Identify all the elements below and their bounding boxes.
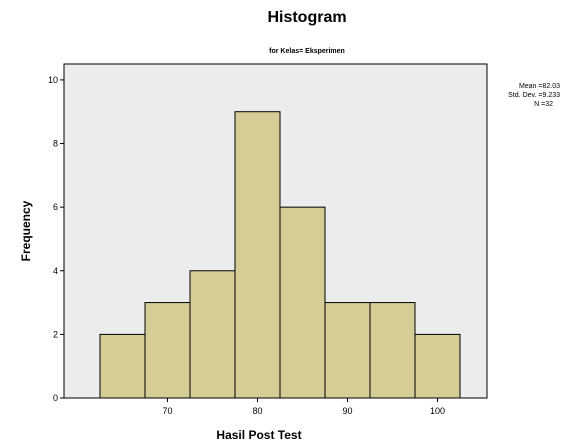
histogram-bar-4 xyxy=(234,111,281,399)
stats-mean: Mean =82.03 xyxy=(519,83,560,90)
y-tick-label: 2 xyxy=(53,329,58,339)
x-tick-label: 70 xyxy=(162,406,172,416)
y-axis-title: Frequency xyxy=(19,200,33,261)
x-tick-label: 100 xyxy=(430,406,445,416)
y-tick-label: 6 xyxy=(53,202,58,212)
y-tick-label: 10 xyxy=(48,75,58,85)
histogram-bar-6 xyxy=(324,302,371,399)
x-axis-title: Hasil Post Test xyxy=(216,428,301,442)
stats-std-dev: Std. Dev. =9.233 xyxy=(508,92,560,99)
histogram-bar-7 xyxy=(369,302,416,399)
histogram-bar-5 xyxy=(279,206,326,399)
x-tick-label: 90 xyxy=(342,406,352,416)
histogram-bar-3 xyxy=(189,270,236,399)
y-tick-label: 0 xyxy=(53,393,58,403)
x-axis-ticks: 70 80 90 100 xyxy=(162,398,445,416)
y-axis-ticks: 0 2 4 6 8 10 xyxy=(48,75,64,403)
y-tick-label: 4 xyxy=(53,266,58,276)
histogram-bar-1 xyxy=(99,333,146,399)
histogram-bar-8 xyxy=(414,333,461,399)
x-tick-label: 80 xyxy=(252,406,262,416)
y-tick-label: 8 xyxy=(53,139,58,149)
histogram-bar-2 xyxy=(144,302,191,399)
chart-subtitle: for Kelas= Eksperimen xyxy=(269,48,345,55)
bars-group xyxy=(99,111,461,399)
chart-title: Histogram xyxy=(267,9,346,26)
stats-n: N =32 xyxy=(534,101,553,108)
